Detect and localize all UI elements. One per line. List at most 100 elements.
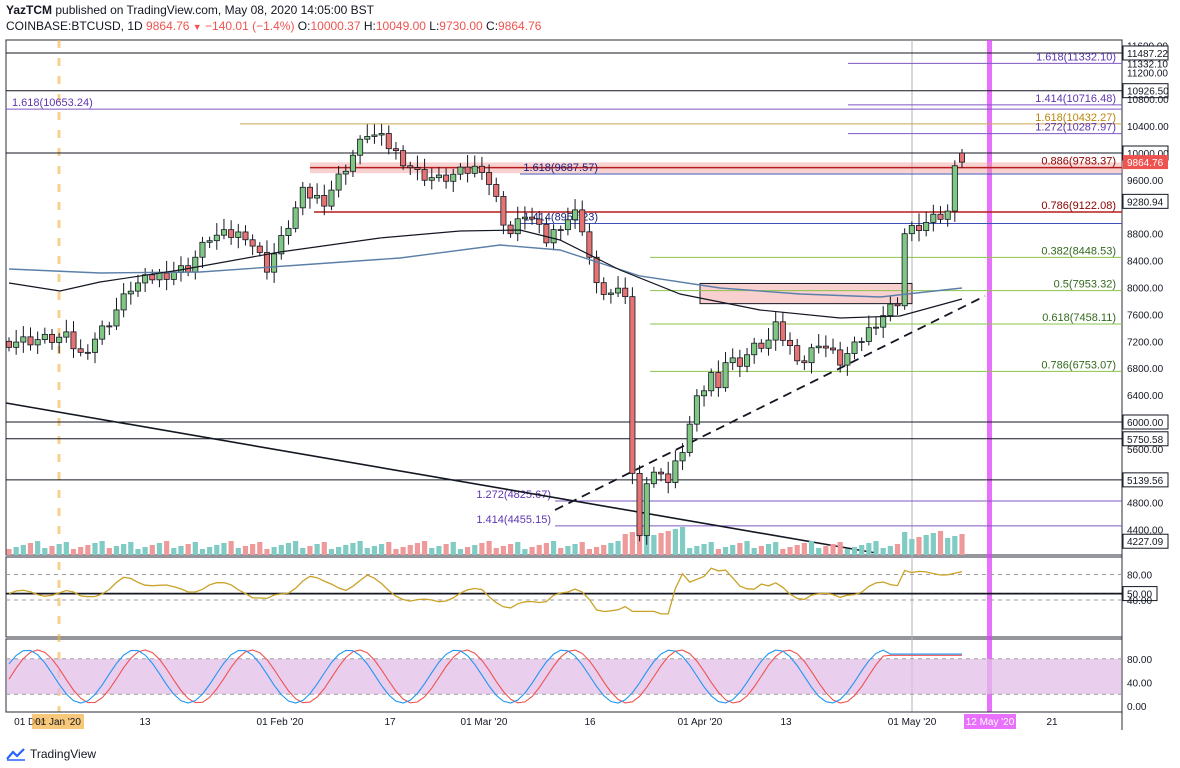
candle-body[interactable] (134, 282, 141, 292)
candle-body[interactable] (486, 172, 493, 185)
ascending-trendline[interactable] (554, 295, 986, 511)
candle-body[interactable] (328, 189, 335, 207)
candle-body[interactable] (299, 186, 306, 209)
candle-body[interactable] (937, 213, 944, 220)
candle-body[interactable] (865, 327, 872, 342)
candle-body[interactable] (493, 184, 500, 197)
candle-body[interactable] (70, 331, 77, 350)
tradingview-logo-icon[interactable] (6, 747, 26, 761)
candle-body[interactable] (242, 231, 249, 241)
candle-body[interactable] (736, 357, 743, 367)
candle-body[interactable] (801, 360, 808, 364)
candle-body[interactable] (192, 256, 199, 273)
candle-body[interactable] (600, 282, 607, 295)
candle-body[interactable] (443, 174, 450, 182)
candle-body[interactable] (815, 345, 822, 349)
candle-body[interactable] (314, 195, 321, 199)
candle-body[interactable] (321, 195, 328, 207)
candle-body[interactable] (629, 296, 636, 474)
candle-body[interactable] (206, 240, 213, 243)
candle-body[interactable] (156, 272, 163, 281)
candle-body[interactable] (901, 233, 908, 307)
candle-body[interactable] (844, 353, 851, 366)
candle-body[interactable] (751, 342, 758, 356)
candle-body[interactable] (744, 354, 751, 367)
candle-body[interactable] (650, 471, 657, 485)
candle-body[interactable] (951, 165, 958, 212)
candle-body[interactable] (622, 287, 629, 298)
candle-body[interactable] (235, 231, 242, 238)
candle-body[interactable] (149, 274, 156, 281)
candle-body[interactable] (220, 229, 227, 236)
candle-body[interactable] (665, 473, 672, 483)
candle-body[interactable] (306, 186, 313, 199)
candle-body[interactable] (679, 452, 686, 462)
candle-body[interactable] (457, 166, 464, 175)
candle-body[interactable] (701, 390, 708, 397)
long-downtrend-line[interactable] (5, 402, 877, 554)
candle-body[interactable] (564, 219, 571, 231)
candle-body[interactable] (658, 471, 665, 475)
candle-body[interactable] (428, 177, 435, 181)
candle-body[interactable] (263, 252, 270, 273)
candle-body[interactable] (77, 348, 84, 353)
candle-body[interactable] (385, 133, 392, 150)
candle-body[interactable] (521, 216, 528, 220)
candle-body[interactable] (944, 210, 951, 220)
candle-body[interactable] (364, 136, 371, 140)
candle-body[interactable] (27, 336, 34, 346)
candle-body[interactable] (478, 165, 485, 173)
candle-body[interactable] (722, 362, 729, 389)
candle-body[interactable] (471, 165, 478, 174)
candle-body[interactable] (686, 423, 693, 453)
footer-brand[interactable]: TradingView (30, 747, 97, 761)
candle-body[interactable] (959, 152, 966, 163)
candle-body[interactable] (880, 315, 887, 328)
candle-body[interactable] (758, 342, 765, 349)
candle-body[interactable] (99, 325, 106, 340)
candle-body[interactable] (586, 231, 593, 258)
candle-body[interactable] (916, 225, 923, 232)
candle-body[interactable] (636, 472, 643, 537)
candle-body[interactable] (292, 207, 299, 229)
candle-body[interactable] (335, 173, 342, 191)
candle-body[interactable] (56, 336, 63, 343)
candle-body[interactable] (557, 229, 564, 231)
candle-body[interactable] (170, 272, 177, 280)
candle-body[interactable] (113, 309, 120, 327)
candle-body[interactable] (249, 239, 256, 247)
candle-body[interactable] (858, 341, 865, 343)
candle-body[interactable] (729, 357, 736, 364)
candle-body[interactable] (507, 224, 514, 235)
candle-body[interactable] (91, 338, 98, 353)
candle-body[interactable] (127, 290, 134, 295)
rsi-pane[interactable] (5, 556, 1123, 638)
candle-body[interactable] (421, 169, 428, 181)
candle-body[interactable] (450, 173, 457, 182)
candle-body[interactable] (392, 148, 399, 151)
candle-body[interactable] (378, 133, 385, 136)
candle-body[interactable] (256, 245, 263, 253)
candle-body[interactable] (765, 339, 772, 349)
candle-body[interactable] (887, 303, 894, 317)
candle-body[interactable] (500, 196, 507, 226)
candle-body[interactable] (822, 345, 829, 349)
candle-body[interactable] (34, 339, 41, 346)
candle-body[interactable] (579, 209, 586, 233)
candle-body[interactable] (349, 154, 356, 172)
candle-body[interactable] (543, 223, 550, 244)
candle-body[interactable] (779, 321, 786, 341)
candle-body[interactable] (930, 213, 937, 223)
candle-body[interactable] (693, 395, 700, 425)
candle-body[interactable] (894, 303, 901, 307)
publisher-name[interactable]: YazTCM (6, 3, 53, 17)
candle-body[interactable] (199, 241, 206, 258)
candle-body[interactable] (550, 229, 557, 244)
candle-body[interactable] (851, 341, 858, 354)
candle-body[interactable] (794, 345, 801, 362)
candle-body[interactable] (278, 235, 285, 255)
candle-body[interactable] (830, 347, 837, 351)
candle-body[interactable] (923, 222, 930, 232)
candle-body[interactable] (407, 165, 414, 169)
candle-body[interactable] (228, 229, 235, 238)
